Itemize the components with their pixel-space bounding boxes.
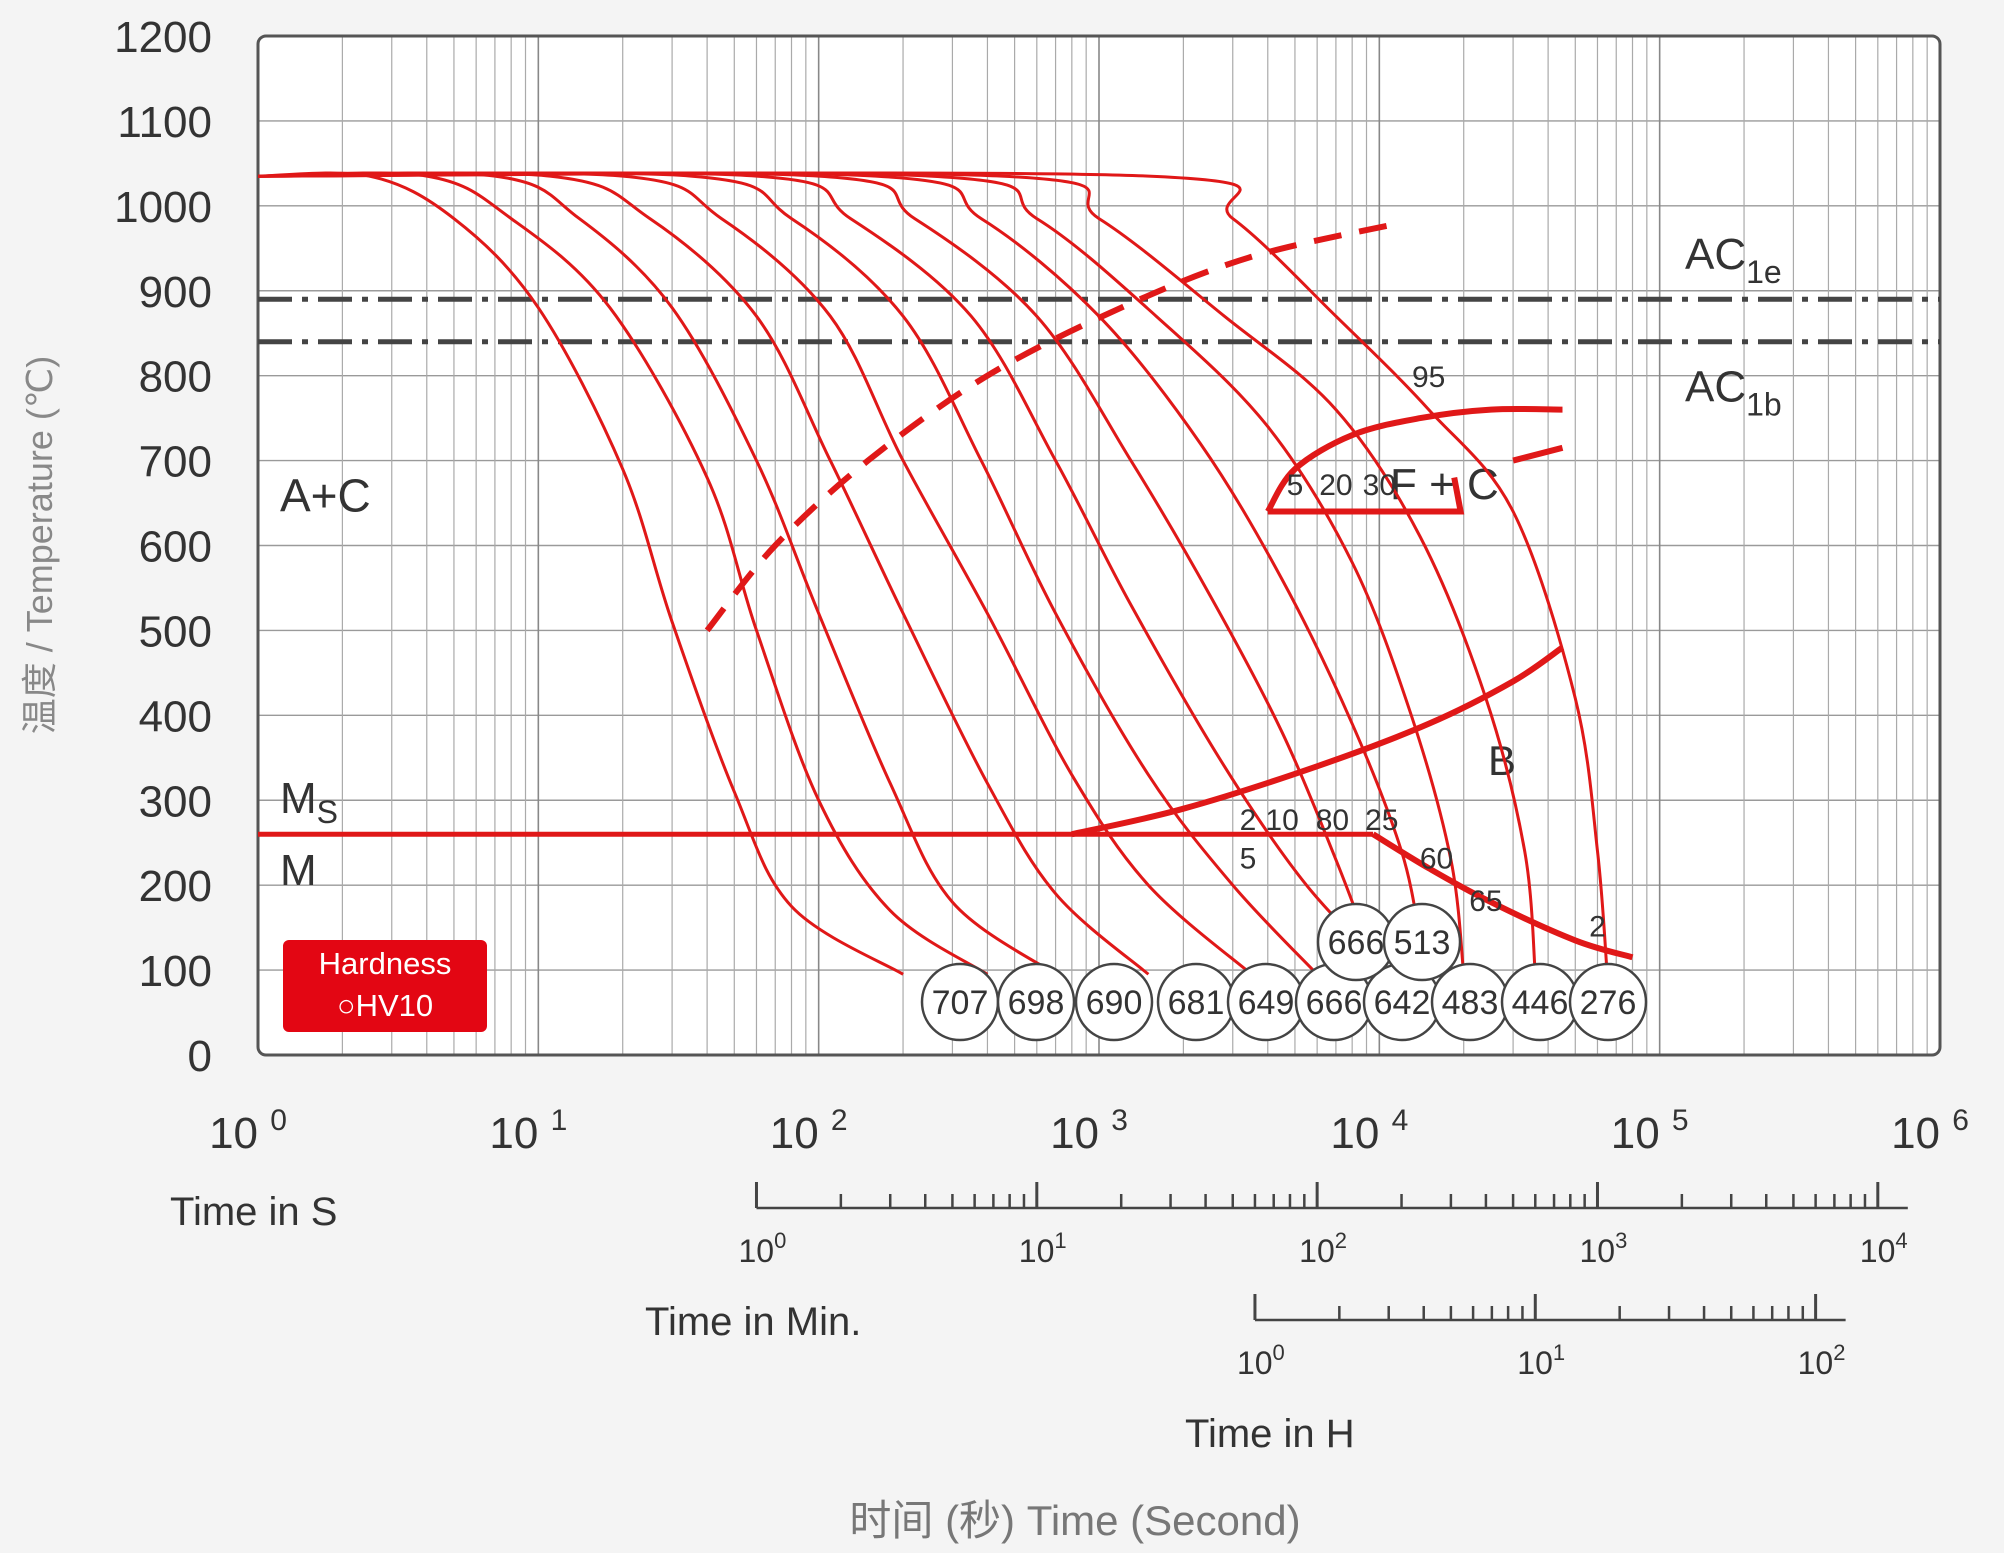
percent-label: 30 [1363, 469, 1396, 502]
x-tick-label: 10 3 [1050, 1104, 1128, 1158]
x-tick-label: 10 5 [1611, 1104, 1689, 1158]
percent-label: 2 [1240, 804, 1257, 837]
y-tick-label: 800 [139, 353, 212, 402]
x-tick-label: 10 4 [1330, 1104, 1408, 1158]
y-axis-label: 温度 / Temperature (℃) [19, 356, 60, 735]
hardness-value: 690 [1086, 984, 1143, 1022]
circle-icon: ○ [337, 988, 356, 1023]
hardness-value: 707 [932, 984, 989, 1022]
y-tick-label: 900 [139, 268, 212, 317]
hours-axis-tick-label: 100 [1237, 1340, 1285, 1381]
hardness-value: 666 [1306, 984, 1363, 1022]
region-label-austenite: A+C [280, 470, 371, 522]
hardness-value: 513 [1394, 924, 1451, 962]
y-tick-label: 1100 [117, 98, 212, 147]
minutes-axis-tick-label: 102 [1299, 1228, 1347, 1269]
hardness-legend-title: Hardness [283, 943, 487, 985]
minutes-axis-tick-label: 104 [1860, 1228, 1908, 1269]
percent-label: 10 [1265, 804, 1298, 837]
percent-label: 65 [1469, 885, 1502, 918]
percent-label: 20 [1319, 469, 1352, 502]
hardness-legend: Hardness ○HV10 [283, 940, 487, 1032]
x-tick-label: 10 6 [1891, 1104, 1969, 1158]
y-tick-label: 200 [139, 862, 212, 911]
minutes-axis-tick-label: 103 [1579, 1228, 1627, 1269]
x-axis-label: 时间 (秒) Time (Second) [849, 1497, 1300, 1544]
percent-label: 25 [1365, 804, 1398, 837]
x-tick-label: 10 0 [209, 1104, 287, 1158]
region-label-bainite: B [1488, 737, 1516, 784]
percent-label: 80 [1316, 804, 1349, 837]
percent-label: 5 [1287, 469, 1304, 502]
x-tick-label: 10 1 [489, 1104, 567, 1158]
y-tick-label: 400 [139, 692, 212, 741]
hardness-value: 642 [1374, 984, 1431, 1022]
minutes-axis-tick-label: 101 [1019, 1228, 1067, 1269]
percent-label: 5 [1240, 842, 1257, 875]
hardness-value: 649 [1238, 984, 1295, 1022]
time-in-s-label: Time in S [170, 1190, 337, 1234]
y-tick-label: 600 [139, 523, 212, 572]
time-in-h-label: Time in H [1185, 1412, 1355, 1456]
percent-label: 2 [1589, 910, 1606, 943]
hours-axis-tick-label: 102 [1798, 1340, 1846, 1381]
minutes-axis-tick-label: 100 [738, 1228, 786, 1269]
hardness-value: 681 [1168, 984, 1225, 1022]
hardness-value: 276 [1580, 984, 1637, 1022]
y-tick-label: 1000 [114, 183, 212, 232]
hardness-legend-unit: HV10 [356, 988, 434, 1023]
hardness-value: 483 [1442, 984, 1499, 1022]
y-tick-label: 100 [139, 947, 212, 996]
percent-label: 95 [1412, 361, 1445, 394]
percent-label: 60 [1420, 842, 1453, 875]
y-tick-label: 500 [139, 607, 212, 656]
y-tick-label: 1200 [114, 13, 212, 62]
x-tick-label: 10 2 [770, 1104, 848, 1158]
hardness-value: 446 [1512, 984, 1569, 1022]
y-tick-label: 300 [139, 777, 212, 826]
region-label-martensite: M [280, 846, 317, 895]
time-in-min-label: Time in Min. [645, 1300, 861, 1344]
y-tick-label: 700 [139, 438, 212, 487]
hardness-value: 666 [1328, 924, 1385, 962]
hours-axis-tick-label: 101 [1517, 1340, 1565, 1381]
y-tick-label: 0 [188, 1032, 212, 1081]
hardness-value: 698 [1008, 984, 1065, 1022]
